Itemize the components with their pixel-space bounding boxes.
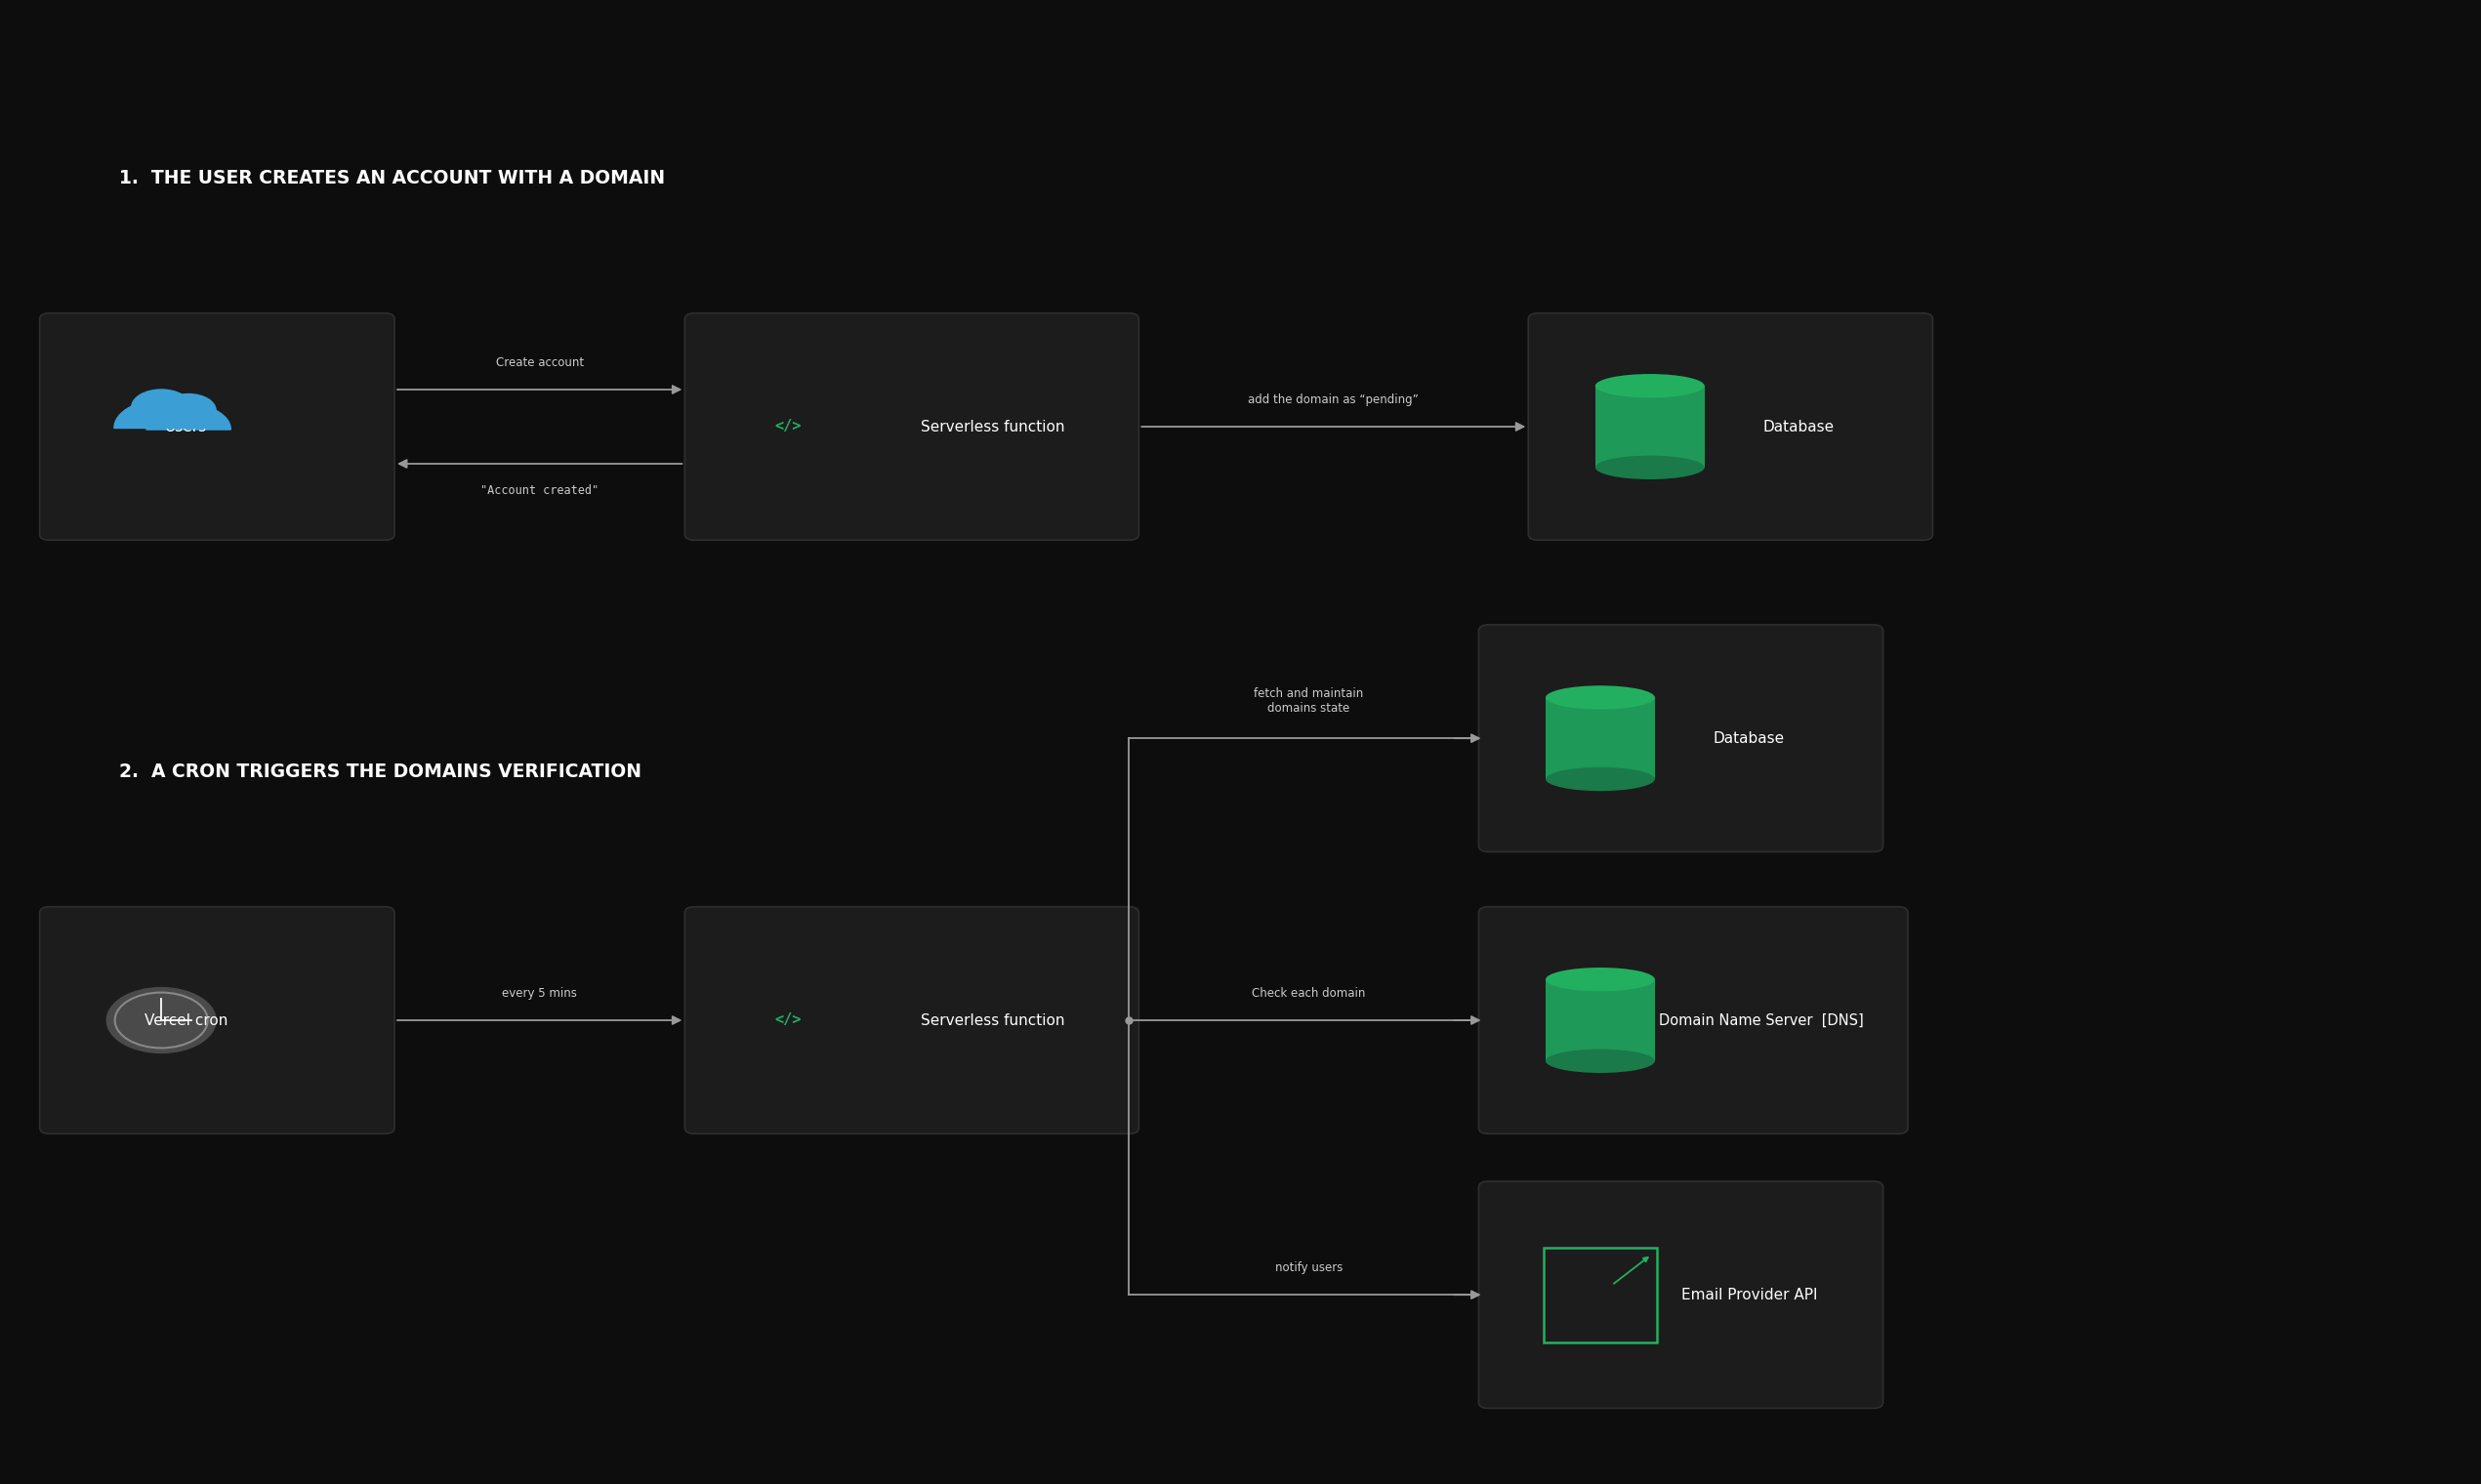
Text: </>: </>: [774, 1014, 801, 1027]
Bar: [1546, 979, 1655, 1061]
Text: notify users: notify users: [1275, 1261, 1342, 1275]
FancyBboxPatch shape: [40, 907, 394, 1134]
Circle shape: [131, 390, 191, 424]
Text: Vercel cron: Vercel cron: [144, 1014, 228, 1027]
Text: Database: Database: [1714, 732, 1784, 745]
Ellipse shape: [1546, 686, 1655, 709]
Wedge shape: [146, 404, 231, 430]
Circle shape: [107, 988, 216, 1054]
FancyBboxPatch shape: [40, 313, 394, 540]
FancyBboxPatch shape: [1479, 625, 1883, 852]
Text: Email Provider API: Email Provider API: [1682, 1288, 1816, 1301]
Text: add the domain as “pending”: add the domain as “pending”: [1248, 393, 1419, 407]
Ellipse shape: [1546, 767, 1655, 791]
FancyBboxPatch shape: [685, 313, 1139, 540]
Ellipse shape: [1595, 374, 1704, 398]
Text: every 5 mins: every 5 mins: [501, 987, 578, 1000]
Text: Serverless function: Serverless function: [920, 420, 1064, 433]
FancyBboxPatch shape: [1479, 1181, 1883, 1408]
FancyBboxPatch shape: [1528, 313, 1933, 540]
Text: 1.  THE USER CREATES AN ACCOUNT WITH A DOMAIN: 1. THE USER CREATES AN ACCOUNT WITH A DO…: [119, 169, 665, 187]
Ellipse shape: [1595, 456, 1704, 479]
Text: "Account created": "Account created": [481, 484, 598, 497]
Text: Domain Name Server  [DNS]: Domain Name Server [DNS]: [1660, 1014, 1863, 1027]
Text: 2.  A CRON TRIGGERS THE DOMAINS VERIFICATION: 2. A CRON TRIGGERS THE DOMAINS VERIFICAT…: [119, 763, 643, 781]
Circle shape: [161, 393, 216, 427]
FancyBboxPatch shape: [1479, 907, 1908, 1134]
Text: Users: Users: [166, 420, 206, 433]
Text: Check each domain: Check each domain: [1253, 987, 1365, 1000]
Bar: [1546, 697, 1655, 779]
Bar: [1595, 386, 1704, 467]
Bar: [1543, 1247, 1657, 1342]
Text: fetch and maintain
domains state: fetch and maintain domains state: [1253, 687, 1365, 715]
Ellipse shape: [1546, 1049, 1655, 1073]
Text: Database: Database: [1764, 420, 1833, 433]
Text: Create account: Create account: [496, 356, 583, 370]
Text: Serverless function: Serverless function: [920, 1014, 1064, 1027]
Wedge shape: [114, 399, 208, 427]
Text: </>: </>: [774, 420, 801, 433]
Ellipse shape: [1546, 968, 1655, 991]
FancyBboxPatch shape: [685, 907, 1139, 1134]
